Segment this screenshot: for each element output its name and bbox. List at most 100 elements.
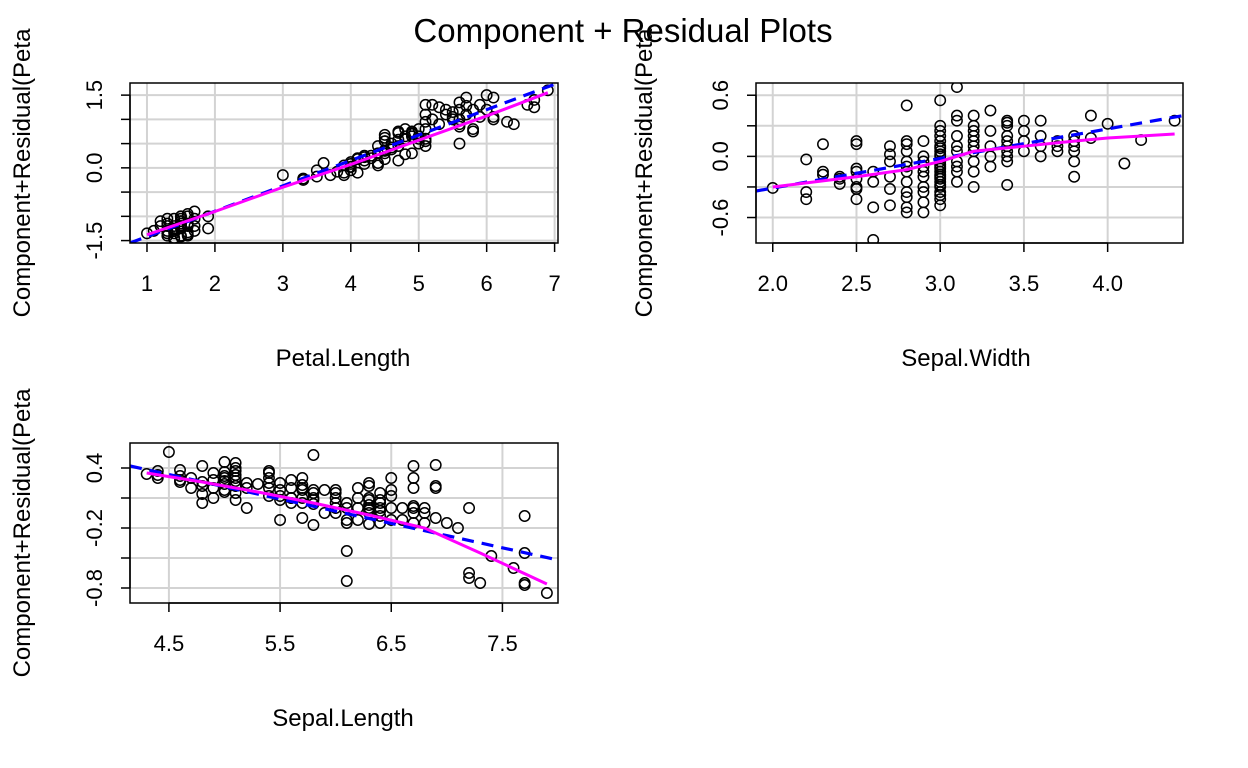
panel-1: 1 2 3 4 5 6 7 -1.5 0.0 1.5 Petal.Length Component+R… xyxy=(9,28,561,372)
panel-2: 2.0 2.5 3.0 3.5 4.0 -0.6 0.0 0.6 Sepal.Width Comp… xyxy=(631,28,1184,372)
smooth-line xyxy=(146,91,549,237)
data-point xyxy=(967,109,980,122)
x-tick-label: 4 xyxy=(345,271,357,296)
y-tick-label: -0.6 xyxy=(708,199,733,237)
data-point xyxy=(296,479,309,491)
data-point xyxy=(340,497,353,509)
data-point xyxy=(884,155,896,168)
data-point xyxy=(1001,130,1014,142)
data-point xyxy=(418,507,431,519)
data-point xyxy=(229,457,242,469)
data-point xyxy=(429,480,442,492)
data-point xyxy=(900,175,913,188)
data-point xyxy=(240,502,253,514)
x-tick-label: 4.5 xyxy=(154,631,185,656)
data-point xyxy=(917,135,930,148)
data-point xyxy=(1118,157,1131,170)
data-point xyxy=(161,212,174,225)
y-axis-label: Component+Residual(Peta xyxy=(9,388,36,677)
data-point xyxy=(340,545,353,557)
data-point xyxy=(351,514,364,526)
data-point xyxy=(218,466,231,478)
data-point xyxy=(185,482,198,494)
data-point xyxy=(460,99,473,112)
smooth-line xyxy=(146,471,548,586)
data-point xyxy=(541,84,554,97)
data-point xyxy=(934,172,947,185)
y-tick-label: 0.4 xyxy=(82,453,107,484)
data-point xyxy=(507,118,520,131)
data-point xyxy=(363,480,375,492)
data-point xyxy=(984,124,997,137)
data-point xyxy=(419,140,432,152)
data-point xyxy=(950,114,963,127)
data-point xyxy=(396,514,409,526)
data-point xyxy=(229,462,242,474)
data-point xyxy=(984,160,997,173)
data-point xyxy=(463,567,476,579)
data-point xyxy=(419,115,432,128)
data-point xyxy=(453,103,466,116)
x-axis-label: Sepal.Length xyxy=(272,705,413,732)
data-point xyxy=(407,500,420,512)
x-tick-label: 6.5 xyxy=(376,631,407,656)
x-tick-label: 3.0 xyxy=(925,271,956,296)
data-point xyxy=(174,464,186,476)
data-point xyxy=(251,478,264,490)
data-point xyxy=(800,193,813,206)
data-point xyxy=(884,148,896,161)
panel-3: 4.5 5.5 6.5 7.5 -0.8 -0.2 0.4 Sepal.Length Compo… xyxy=(9,388,559,732)
data-point xyxy=(429,512,442,524)
data-point xyxy=(329,487,342,499)
data-point xyxy=(329,484,342,496)
data-point xyxy=(950,160,963,173)
data-point xyxy=(463,572,476,584)
data-point xyxy=(307,449,320,461)
y-tick-label: 0.0 xyxy=(82,153,107,184)
data-point xyxy=(229,469,242,481)
data-point xyxy=(474,577,487,589)
data-point xyxy=(934,142,947,155)
data-point xyxy=(407,460,420,472)
data-point xyxy=(467,125,480,138)
data-point xyxy=(285,474,298,486)
data-point xyxy=(385,472,398,484)
data-point xyxy=(540,587,553,599)
data-point xyxy=(351,166,364,179)
x-tick-label: 3.5 xyxy=(1009,271,1040,296)
data-point xyxy=(463,502,476,514)
data-point xyxy=(229,494,242,506)
data-point xyxy=(1051,145,1064,158)
x-tick-label: 5.5 xyxy=(265,631,296,656)
y-tick-label: -0.2 xyxy=(82,509,107,547)
point-layer xyxy=(766,83,1181,243)
data-point xyxy=(850,180,863,193)
data-point xyxy=(307,519,320,531)
data-point xyxy=(984,140,997,153)
data-point xyxy=(296,512,309,524)
data-point xyxy=(934,193,947,206)
data-point xyxy=(340,575,353,587)
data-point xyxy=(317,157,330,169)
data-point xyxy=(967,135,980,148)
data-point xyxy=(1101,117,1114,130)
data-point xyxy=(296,472,309,484)
data-point xyxy=(451,522,464,534)
data-point xyxy=(467,123,480,136)
data-point xyxy=(372,159,384,172)
data-point xyxy=(518,579,531,591)
data-point xyxy=(240,477,253,489)
data-point xyxy=(1001,155,1014,168)
data-point xyxy=(900,138,913,151)
x-tick-label: 2.5 xyxy=(841,271,872,296)
data-point xyxy=(917,186,930,198)
data-point xyxy=(950,130,963,142)
data-point xyxy=(487,91,500,104)
data-point xyxy=(439,103,452,116)
y-tick-label: -0.8 xyxy=(82,569,107,607)
y-axis-label: Component+Residual(Peta xyxy=(9,28,36,317)
figure-title: Component + Residual Plots xyxy=(413,12,832,49)
x-tick-label: 3 xyxy=(277,271,289,296)
data-point xyxy=(460,91,473,104)
data-point xyxy=(418,502,431,514)
